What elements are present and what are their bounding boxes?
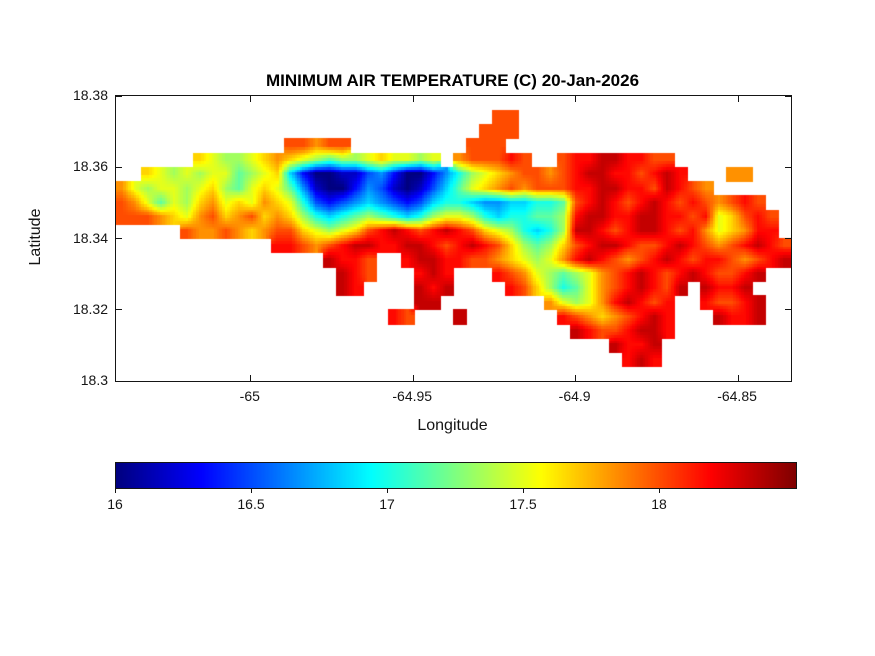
colorbar-tick-label: 17 — [379, 496, 395, 512]
x-tick-mark — [250, 375, 252, 381]
x-tick-label: -64.95 — [392, 388, 433, 404]
plot-area — [115, 95, 792, 382]
x-tick-label: -65 — [239, 388, 260, 404]
y-tick-mark — [116, 380, 122, 382]
x-tick-mark — [575, 96, 577, 102]
x-tick-mark — [737, 375, 739, 381]
y-tick-mark — [116, 95, 122, 97]
colorbar-tick-label: 16.5 — [237, 496, 265, 512]
y-tick-mark — [785, 238, 791, 239]
y-tick-mark — [116, 166, 122, 168]
colorbar-tick-mark — [250, 489, 252, 493]
x-tick-label: -64.85 — [717, 388, 757, 404]
x-tick-label: -64.9 — [558, 388, 591, 404]
y-tick-label: 18.38 — [72, 87, 108, 103]
colorbar-tick-label: 17.5 — [509, 496, 537, 512]
y-tick-mark — [785, 380, 791, 382]
y-tick-mark — [116, 309, 122, 311]
colorbar-tick-mark — [386, 489, 388, 493]
x-axis-label: Longitude — [417, 417, 488, 434]
colorbar — [115, 462, 797, 489]
y-tick-mark — [116, 238, 122, 239]
x-tick-mark — [412, 375, 414, 381]
y-tick-mark — [785, 166, 791, 168]
colorbar-canvas — [116, 463, 796, 488]
x-tick-mark — [737, 96, 739, 102]
y-tick-label: 18.32 — [72, 300, 108, 317]
heatmap-canvas — [116, 96, 791, 381]
y-tick-label: 18.34 — [72, 229, 108, 246]
x-tick-mark — [250, 96, 252, 102]
colorbar-tick-mark — [658, 489, 660, 493]
colorbar-tick-mark — [522, 489, 524, 493]
x-tick-mark — [412, 96, 414, 102]
y-tick-label: 18.3 — [80, 372, 108, 388]
y-tick-mark — [785, 309, 791, 311]
colorbar-tick-label: 16 — [107, 496, 123, 512]
colorbar-tick-label: 18 — [651, 496, 667, 512]
y-tick-label: 18.36 — [72, 158, 108, 175]
chart-title: MINIMUM AIR TEMPERATURE (C) 20-Jan-2026 — [265, 71, 640, 90]
y-tick-mark — [785, 95, 791, 97]
colorbar-tick-mark — [114, 489, 116, 493]
x-tick-mark — [575, 375, 577, 381]
